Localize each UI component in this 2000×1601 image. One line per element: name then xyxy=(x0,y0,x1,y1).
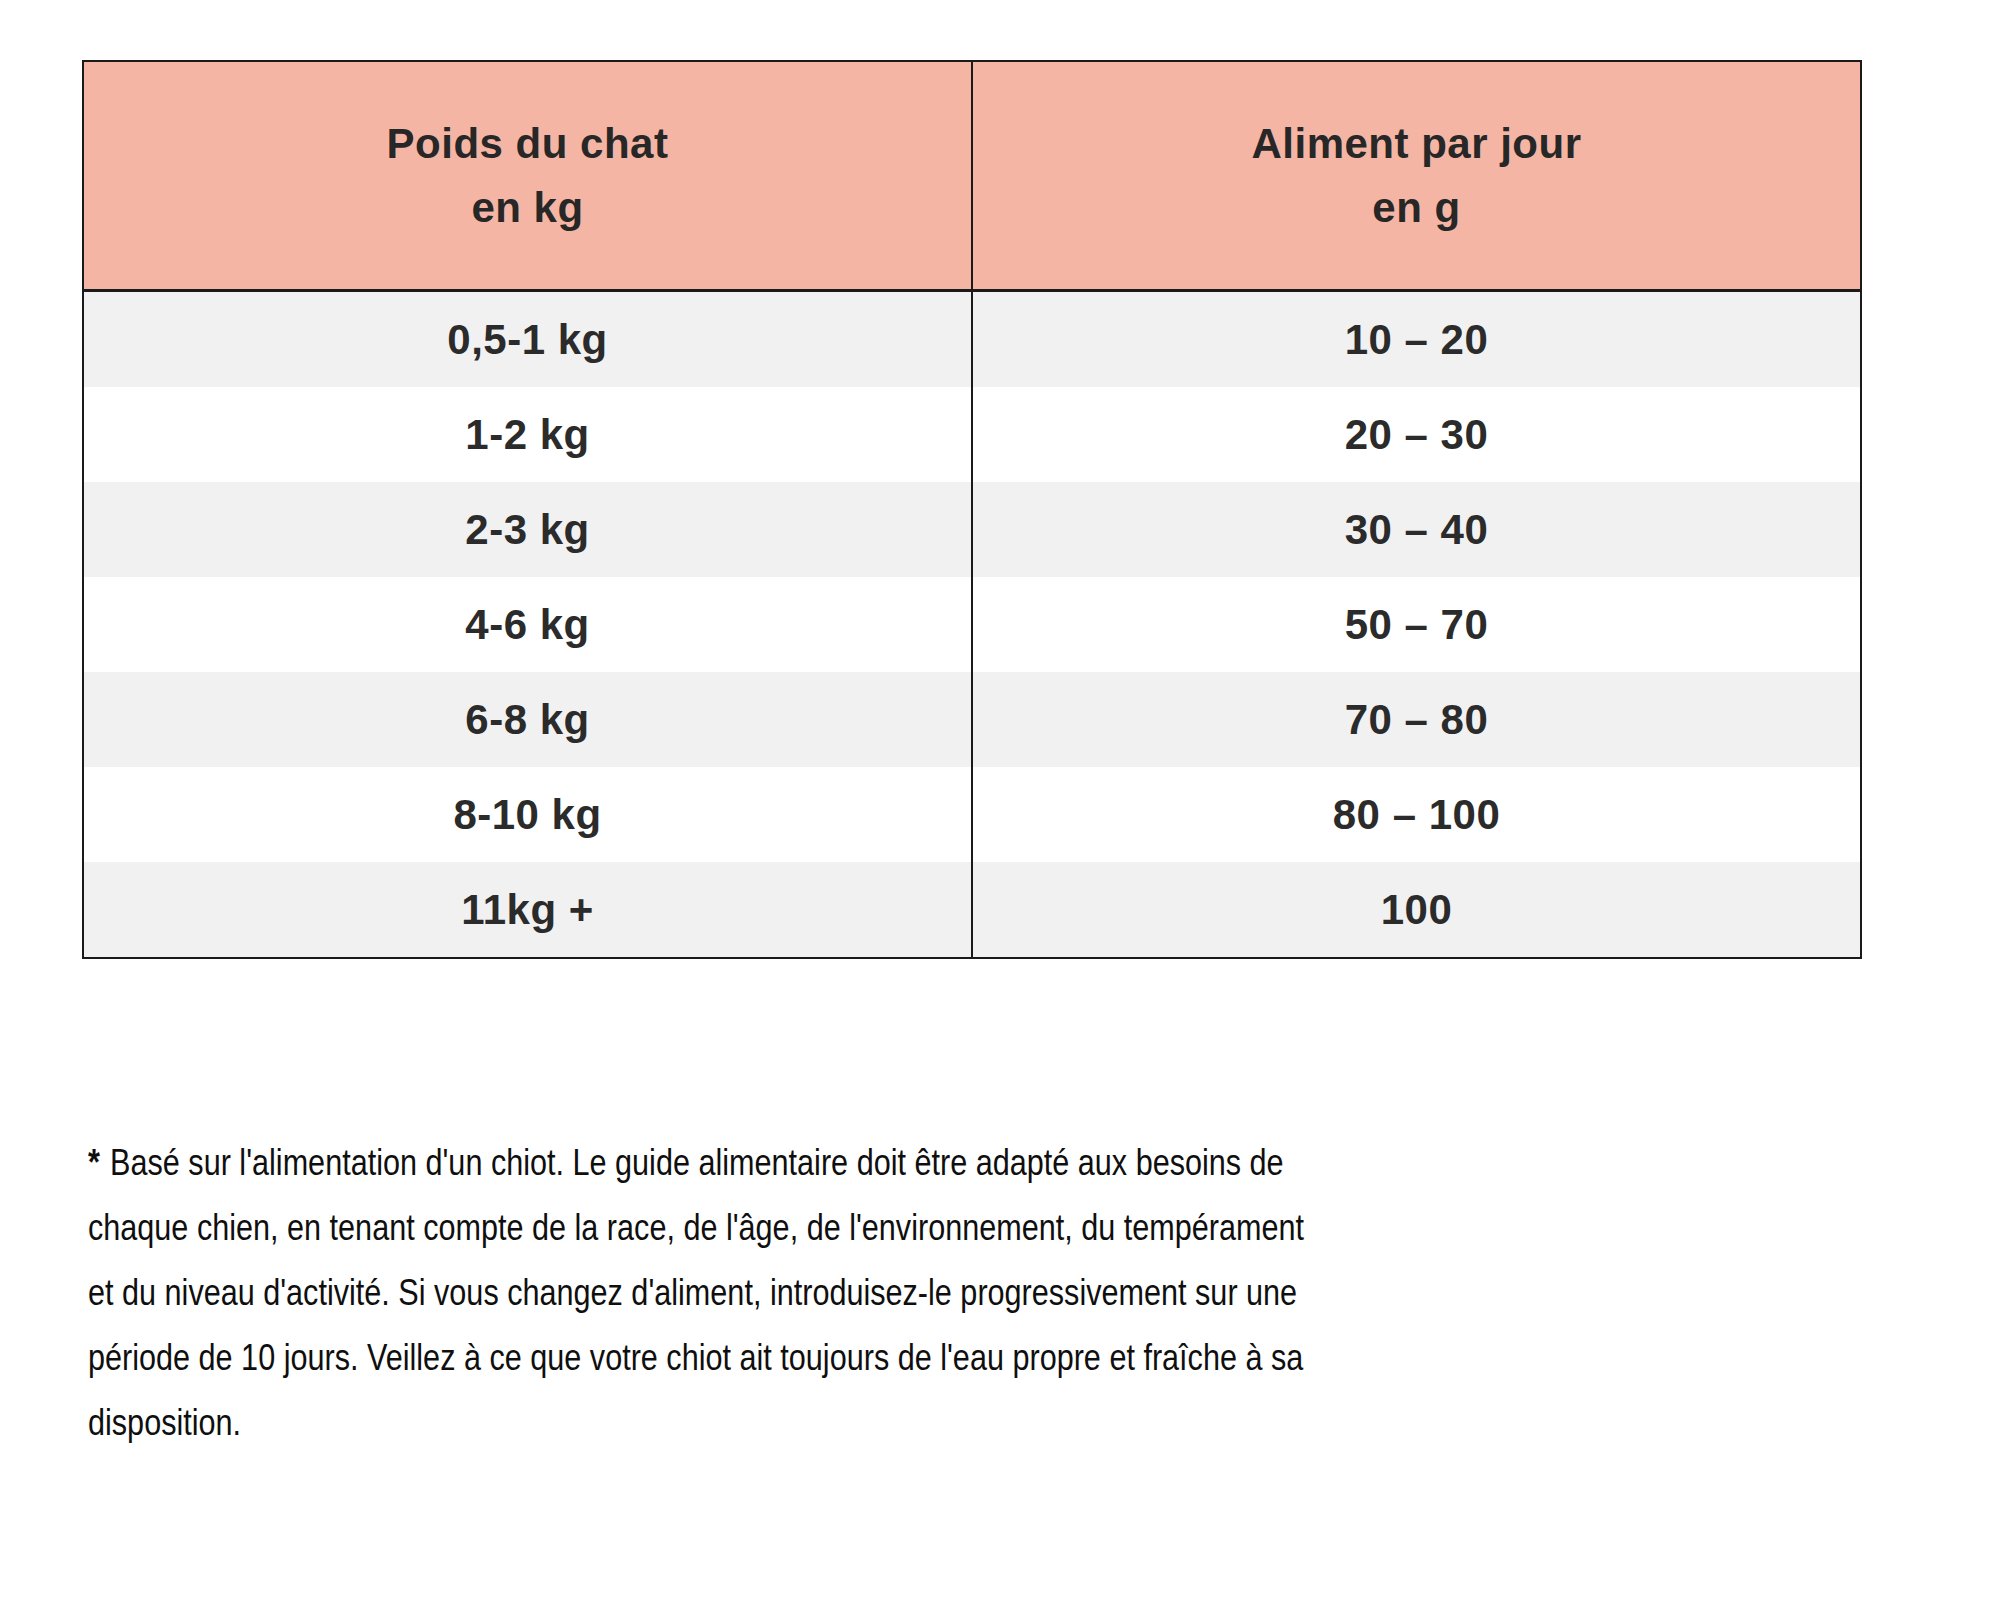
table-row: 0,5-1 kg 10 – 20 xyxy=(84,292,1860,387)
food-cell: 30 – 40 xyxy=(973,482,1860,577)
food-cell: 80 – 100 xyxy=(973,767,1860,862)
page: Poids du chat en kg Aliment par jour en … xyxy=(0,0,2000,1601)
food-cell: 20 – 30 xyxy=(973,387,1860,482)
footnote-line-text: Basé sur l'alimentation d'un chiot. Le g… xyxy=(110,1142,1284,1183)
table-row: 1-2 kg 20 – 30 xyxy=(84,387,1860,482)
weight-cell: 6-8 kg xyxy=(84,672,973,767)
table-row: 6-8 kg 70 – 80 xyxy=(84,672,1860,767)
food-cell: 70 – 80 xyxy=(973,672,1860,767)
col-header-weight-line1: Poids du chat xyxy=(387,112,669,176)
footnote-line: et du niveau d'activité. Si vous changez… xyxy=(88,1260,1304,1325)
food-cell: 100 xyxy=(973,862,1860,957)
col-header-weight: Poids du chat en kg xyxy=(84,62,973,289)
footnote-line: disposition. xyxy=(88,1390,1304,1455)
weight-cell: 4-6 kg xyxy=(84,577,973,672)
col-header-food: Aliment par jour en g xyxy=(973,62,1860,289)
table-row: 4-6 kg 50 – 70 xyxy=(84,577,1860,672)
table-row: 2-3 kg 30 – 40 xyxy=(84,482,1860,577)
col-header-food-line2: en g xyxy=(1372,176,1460,240)
weight-cell: 11kg + xyxy=(84,862,973,957)
weight-cell: 0,5-1 kg xyxy=(84,292,973,387)
food-cell: 50 – 70 xyxy=(973,577,1860,672)
footnote-line: période de 10 jours. Veillez à ce que vo… xyxy=(88,1325,1304,1390)
footnote-line: chaque chien, en tenant compte de la rac… xyxy=(88,1195,1304,1260)
food-cell: 10 – 20 xyxy=(973,292,1860,387)
weight-cell: 1-2 kg xyxy=(84,387,973,482)
weight-cell: 8-10 kg xyxy=(84,767,973,862)
footnote-asterisk: * xyxy=(88,1142,100,1183)
footnote-line: *Basé sur l'alimentation d'un chiot. Le … xyxy=(88,1130,1304,1195)
col-header-weight-line2: en kg xyxy=(471,176,583,240)
feeding-guide-table: Poids du chat en kg Aliment par jour en … xyxy=(82,60,1862,959)
table-row: 8-10 kg 80 – 100 xyxy=(84,767,1860,862)
col-header-food-line1: Aliment par jour xyxy=(1251,112,1581,176)
weight-cell: 2-3 kg xyxy=(84,482,973,577)
table-row: 11kg + 100 xyxy=(84,862,1860,957)
table-header-row: Poids du chat en kg Aliment par jour en … xyxy=(84,62,1860,292)
feeding-guide-footnote: *Basé sur l'alimentation d'un chiot. Le … xyxy=(88,1130,1304,1455)
